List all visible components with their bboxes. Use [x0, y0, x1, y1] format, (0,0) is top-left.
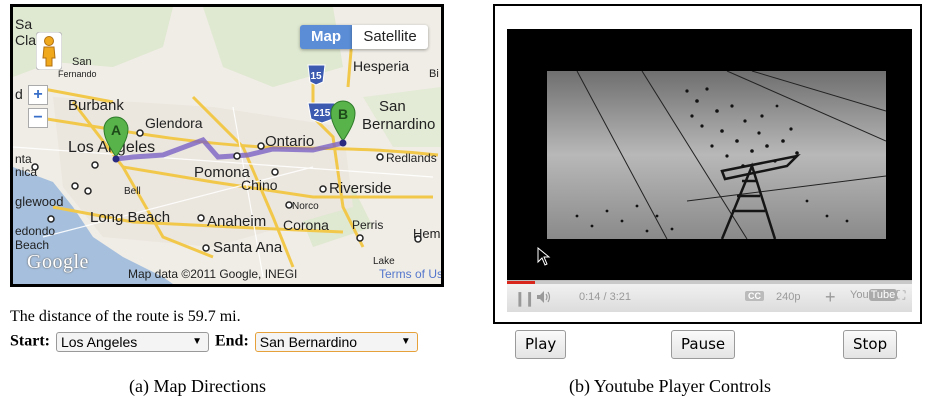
place-label: Glendora	[145, 115, 203, 131]
place-label: Corona	[283, 217, 329, 233]
place-label: Cla	[15, 32, 36, 48]
marker-end-label: B	[338, 106, 348, 122]
youtube-logo-tube: Tube	[868, 289, 898, 301]
map-widget[interactable]: 15 215 Sa Cla San Fernando Hesperia Bi d…	[10, 4, 444, 287]
place-label: Bernardino	[362, 116, 435, 133]
place-label: Santa Ana	[213, 239, 283, 256]
route-distance-text: The distance of the route is 59.7 mi.	[10, 308, 241, 325]
place-label: Fernando	[58, 69, 97, 79]
video-area[interactable]	[507, 29, 912, 280]
chevron-down-icon: ▼	[400, 336, 411, 347]
video-frame-image	[547, 71, 886, 239]
pegman-icon[interactable]	[36, 32, 62, 70]
place-label: Anaheim	[207, 213, 266, 230]
chevron-down-icon: ▼	[192, 336, 202, 347]
marker-start-label: A	[111, 122, 121, 138]
place-label: Ontario	[265, 133, 314, 150]
end-label: End:	[214, 332, 249, 350]
place-label: Hesperia	[353, 58, 409, 74]
captions-button[interactable]: CC	[745, 291, 764, 301]
quality-selector[interactable]: 240p	[776, 291, 801, 303]
start-select-value: Los Angeles	[60, 334, 138, 350]
place-label: Sa	[15, 16, 32, 32]
caption-map-directions: (a) Map Directions	[129, 376, 266, 396]
marker-end-pin	[330, 100, 356, 147]
time-display: 0:14 / 3:21	[579, 291, 631, 303]
end-select-value: San Bernardino	[259, 334, 358, 350]
place-label: Bell	[124, 186, 141, 197]
marker-start-pin	[103, 116, 129, 163]
place-label: Norco	[292, 201, 319, 212]
youtube-logo-you: You	[850, 289, 869, 301]
place-label: nica	[15, 165, 37, 179]
place-label: edondo	[15, 224, 55, 238]
route-selector-row: Start: Los Angeles ▼ End: San Bernardino ▼	[10, 332, 418, 354]
place-label: Chino	[241, 177, 278, 193]
map-attribution: Map data ©2011 Google, INEGI	[128, 267, 298, 281]
place-label: Beach	[15, 238, 49, 252]
place-label: Lake	[373, 256, 395, 267]
start-label: Start:	[10, 332, 50, 350]
end-select[interactable]: San Bernardino ▼	[254, 332, 418, 352]
mouse-cursor-icon	[537, 247, 551, 266]
google-logo: Google	[27, 251, 89, 273]
map-type-satellite-button[interactable]: Satellite	[352, 25, 428, 49]
place-label: Bi	[429, 68, 439, 80]
player-control-bar: ❙❙ 0:14 / 3:21 CC 240p + You Tube ⛶	[507, 280, 912, 312]
place-label: Perris	[352, 218, 383, 232]
play-button[interactable]: Play	[515, 330, 567, 359]
place-label: d	[15, 86, 23, 102]
caption-youtube-controls: (b) Youtube Player Controls	[569, 376, 771, 396]
volume-icon[interactable]	[536, 290, 552, 304]
pause-button[interactable]: Pause	[671, 330, 736, 359]
pause-icon[interactable]: ❙❙	[514, 290, 536, 306]
place-label: Riverside	[329, 180, 392, 197]
place-label: Pomona	[194, 164, 251, 181]
progress-bar[interactable]	[507, 281, 912, 284]
zoom-out-button[interactable]: −	[28, 108, 48, 128]
youtube-player: ❙❙ 0:14 / 3:21 CC 240p + You Tube ⛶	[493, 4, 922, 324]
start-select[interactable]: Los Angeles ▼	[55, 332, 209, 352]
stop-button[interactable]: Stop	[843, 330, 898, 359]
highway-15-label: 15	[310, 71, 322, 82]
add-icon[interactable]: +	[825, 287, 836, 307]
place-label: nta	[15, 152, 32, 166]
progress-fill	[507, 281, 536, 284]
youtube-logo[interactable]: You Tube	[850, 289, 898, 301]
place-label: glewood	[15, 194, 63, 209]
place-label: San	[379, 98, 406, 115]
place-label: San	[72, 56, 92, 68]
route-line	[115, 137, 344, 162]
place-label: Burbank	[68, 97, 124, 114]
place-label: Redlands	[386, 151, 437, 165]
place-label: Long Beach	[90, 209, 170, 226]
terms-of-use-link[interactable]: Terms of Use	[379, 267, 444, 281]
zoom-in-button[interactable]: +	[28, 85, 48, 105]
map-type-map-button[interactable]: Map	[300, 25, 352, 49]
highway-215-label: 215	[314, 108, 331, 119]
fullscreen-icon[interactable]: ⛶	[897, 288, 906, 302]
